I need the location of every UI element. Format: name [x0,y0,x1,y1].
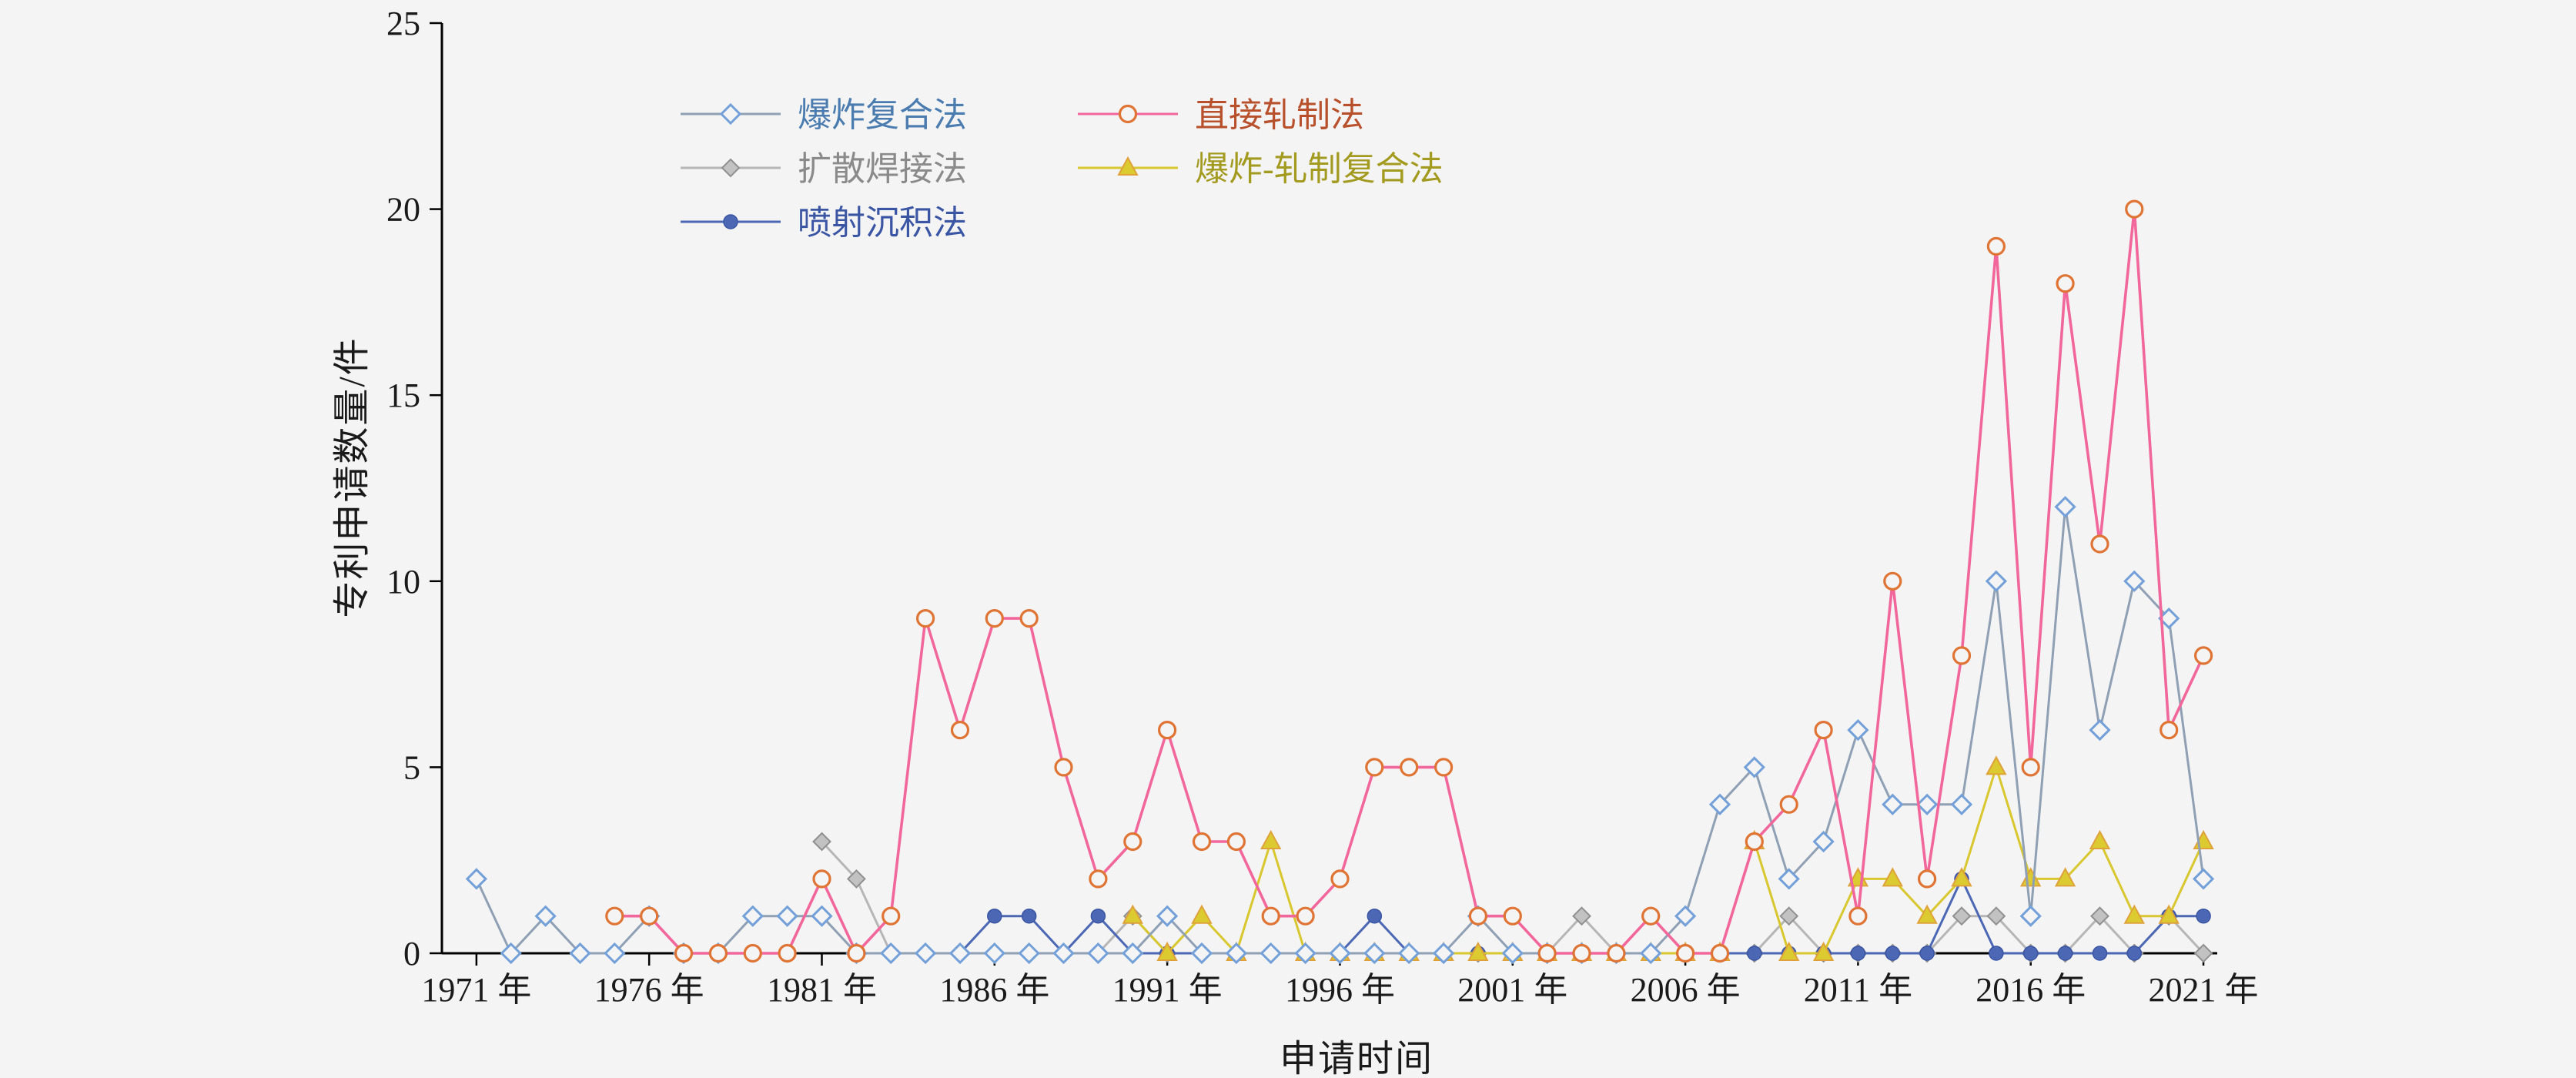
legend-label-spray-deposition: 喷射沉积法 [798,204,967,242]
x-tick-label: 2006 年 [1631,971,1741,1009]
series-markers-direct-rolling [605,199,2213,963]
x-tick-label: 1996 年 [1285,971,1395,1009]
legend-item-explosive-rolling: 爆炸-轧制复合法 [1078,150,1444,188]
legend-item-diffusion-welding: 扩散焊接法 [681,150,967,188]
series-explosive-rolling [1122,755,2214,961]
series-line-direct-rolling [614,207,2205,955]
x-tick-label: 2016 年 [1975,971,2086,1009]
x-ticks: 1971 年 1976 年 1981 年 1986 年 1991 年 1996 年 2001… [421,953,2259,1009]
y-ticks: 0 5 10 15 20 25 [386,5,442,973]
x-tick-label: 2011 年 [1804,971,1912,1009]
legend-label-explosive-rolling: 爆炸-轧制复合法 [1195,150,1444,188]
legend-label-diffusion-welding: 扩散焊接法 [798,150,967,188]
series-line-spray-deposition [925,877,2204,955]
legend-label-direct-rolling: 直接轧制法 [1195,96,1364,134]
series-line-explosive-rolling [1132,765,2205,955]
series-line-diffusion-welding [821,840,2205,955]
x-tick-label: 1971 年 [421,971,531,1009]
x-tick-label: 1976 年 [594,971,704,1009]
series-spray-deposition [918,871,2211,961]
x-tick-label: 1991 年 [1112,971,1223,1009]
series-direct-rolling [605,199,2213,963]
x-axis-title: 申请时间 [1279,1039,1434,1078]
legend-label-explosive-cladding: 爆炸复合法 [798,96,967,134]
x-tick-label: 1981 年 [767,971,877,1009]
y-axis-title: 专利申请数量/件 [332,336,373,618]
legend-item-direct-rolling: 直接轧制法 [1078,96,1364,134]
y-tick-label: 0 [403,935,420,973]
x-tick-label: 2021 年 [2149,971,2259,1009]
y-tick-label: 20 [386,191,420,229]
y-tick-label: 25 [386,5,420,42]
x-tick-label: 1986 年 [939,971,1049,1009]
y-tick-label: 15 [386,377,420,414]
x-tick-label: 2001 年 [1457,971,1567,1009]
legend-item-spray-deposition: 喷射沉积法 [681,204,967,242]
series-markers-explosive-rolling [1122,755,2214,961]
y-tick-label: 10 [386,563,420,601]
legend-item-explosive-cladding: 爆炸复合法 [681,96,967,134]
y-tick-label: 5 [403,748,420,786]
series-markers-spray-deposition [918,871,2211,961]
